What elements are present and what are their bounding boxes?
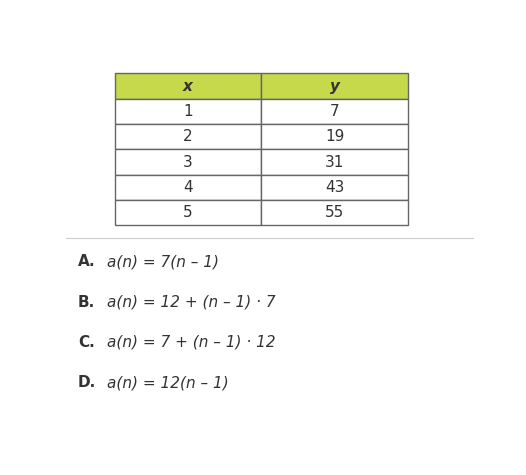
Text: 55: 55 [325, 205, 345, 220]
Text: 4: 4 [183, 180, 193, 195]
Text: A.: A. [78, 254, 96, 269]
Text: 5: 5 [183, 205, 193, 220]
Text: a(n) = 12 + (n – 1) · 7: a(n) = 12 + (n – 1) · 7 [106, 294, 275, 310]
Bar [261, 99, 408, 124]
Bar [261, 124, 408, 149]
Bar [115, 99, 261, 124]
Bar [115, 149, 261, 175]
Bar [261, 200, 408, 225]
Text: B.: B. [78, 294, 95, 310]
Text: 19: 19 [325, 129, 345, 144]
Text: x: x [183, 78, 193, 94]
Text: a(n) = 7 + (n – 1) · 12: a(n) = 7 + (n – 1) · 12 [106, 335, 275, 350]
Text: a(n) = 12(n – 1): a(n) = 12(n – 1) [106, 375, 228, 390]
Bar [261, 149, 408, 175]
Text: 7: 7 [330, 104, 340, 119]
Bar [261, 74, 408, 99]
Bar [115, 200, 261, 225]
Text: C.: C. [78, 335, 95, 350]
Text: 31: 31 [325, 154, 345, 170]
Text: y: y [330, 78, 340, 94]
Bar [115, 175, 261, 200]
Bar [115, 74, 261, 99]
Text: 3: 3 [183, 154, 193, 170]
Bar [261, 175, 408, 200]
Text: 43: 43 [325, 180, 345, 195]
Text: 1: 1 [183, 104, 193, 119]
Text: a(n) = 7(n – 1): a(n) = 7(n – 1) [106, 254, 218, 269]
Bar [115, 124, 261, 149]
Text: 2: 2 [183, 129, 193, 144]
Text: D.: D. [78, 375, 96, 390]
